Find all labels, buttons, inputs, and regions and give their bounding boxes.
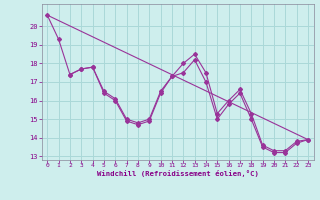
- X-axis label: Windchill (Refroidissement éolien,°C): Windchill (Refroidissement éolien,°C): [97, 170, 259, 177]
